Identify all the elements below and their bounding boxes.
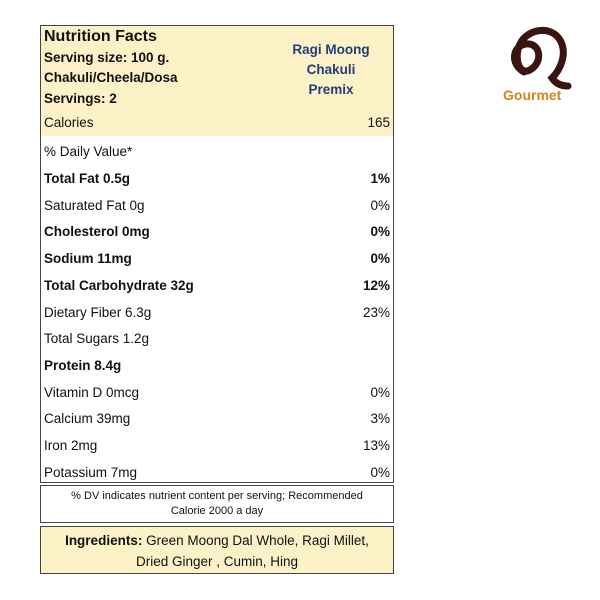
- nutrient-row: Cholesterol 0mg 0%: [41, 219, 393, 246]
- nutrient-row: Calcium 39mg 3%: [41, 406, 393, 433]
- nutrient-name: Cholesterol 0mg: [44, 224, 150, 240]
- nutrient-name: Vitamin D 0mcg: [44, 384, 140, 400]
- nutrient-name: Protein 8.4g: [44, 357, 122, 373]
- brand-name: Gourmet: [503, 87, 562, 103]
- nutrient-dv: 0%: [370, 464, 390, 480]
- nutrient-dv: 13%: [362, 438, 390, 453]
- daily-value-header: % Daily Value*: [41, 139, 393, 166]
- nutrient-name: Iron 2mg: [44, 438, 98, 453]
- nutrient-dv: 0%: [370, 251, 390, 267]
- nutrient-dv: 1%: [370, 171, 390, 186]
- daily-value-label: % Daily Value*: [44, 144, 133, 159]
- ingredients-text: Green Moong Dal Whole, Ragi Millet,: [146, 533, 369, 548]
- nutrient-dv: 0%: [370, 384, 390, 400]
- calories-value: 165: [367, 115, 390, 130]
- nutrient-dv: 0%: [370, 224, 390, 240]
- nutrient-name: Total Sugars 1.2g: [44, 331, 150, 347]
- gourmet-logo-icon: [511, 27, 572, 90]
- nutrient-row: Saturated Fat 0g 0%: [41, 193, 393, 220]
- footnote: % DV indicates nutrient content per serv…: [40, 485, 394, 523]
- nutrient-row: Protein 8.4g: [41, 353, 393, 380]
- nutrient-row: Potassium 7mg 0%: [41, 460, 393, 487]
- product-line: Premix: [308, 82, 354, 97]
- title: Nutrition Facts: [44, 28, 157, 45]
- product-line: Chakuli: [306, 62, 356, 77]
- ingredients-text: Dried Ginger , Cumin, Hing: [135, 554, 299, 569]
- servings: Servings: 2: [44, 91, 117, 106]
- nutrient-row: Total Sugars 1.2g: [41, 326, 393, 353]
- nutrient-name: Potassium 7mg: [44, 464, 138, 480]
- nutrient-row: Vitamin D 0mcg 0%: [41, 380, 393, 407]
- product-line: Ragi Moong: [292, 42, 370, 57]
- nutrient-dv: 0%: [370, 197, 390, 213]
- serving-unit: Chakuli/Cheela/Dosa: [44, 70, 178, 85]
- nutrient-name: Total Carbohydrate 32g: [44, 277, 194, 293]
- ingredients-label: Ingredients:: [65, 533, 143, 548]
- serving-size: Serving size: 100 g.: [44, 50, 170, 65]
- ingredients: Ingredients: Green Moong Dal Whole, Ragi…: [40, 526, 394, 574]
- nutrient-row: Total Carbohydrate 32g 12%: [41, 273, 393, 300]
- nutrient-name: Saturated Fat 0g: [44, 197, 145, 213]
- nutrient-dv: 12%: [362, 277, 390, 293]
- nutrient-name: Sodium 11mg: [44, 251, 132, 267]
- nutrient-row: Total Fat 0.5g 1%: [41, 166, 393, 193]
- footnote-line: Calorie 2000 a day: [170, 505, 264, 517]
- nutrient-row: Iron 2mg 13%: [41, 433, 393, 460]
- calories-row: Calories 165: [41, 110, 393, 137]
- nutrient-name: Dietary Fiber 6.3g: [44, 304, 152, 320]
- nutrient-row: Dietary Fiber 6.3g 23%: [41, 300, 393, 327]
- nutrient-dv: 3%: [370, 411, 390, 427]
- nutrient-row: Sodium 11mg 0%: [41, 246, 393, 273]
- product-name: Ragi Moong Chakuli Premix: [281, 40, 381, 100]
- nutrient-name: Calcium 39mg: [44, 411, 131, 427]
- nutrition-facts-label: Nutrition Facts Serving size: 100 g. Cha…: [40, 25, 394, 483]
- footnote-line: % DV indicates nutrient content per serv…: [71, 490, 363, 502]
- nutrient-name: Total Fat 0.5g: [44, 171, 131, 186]
- label-header: Nutrition Facts Serving size: 100 g. Cha…: [41, 26, 393, 136]
- calories-label: Calories: [44, 115, 94, 130]
- nutrient-dv: 23%: [362, 304, 390, 320]
